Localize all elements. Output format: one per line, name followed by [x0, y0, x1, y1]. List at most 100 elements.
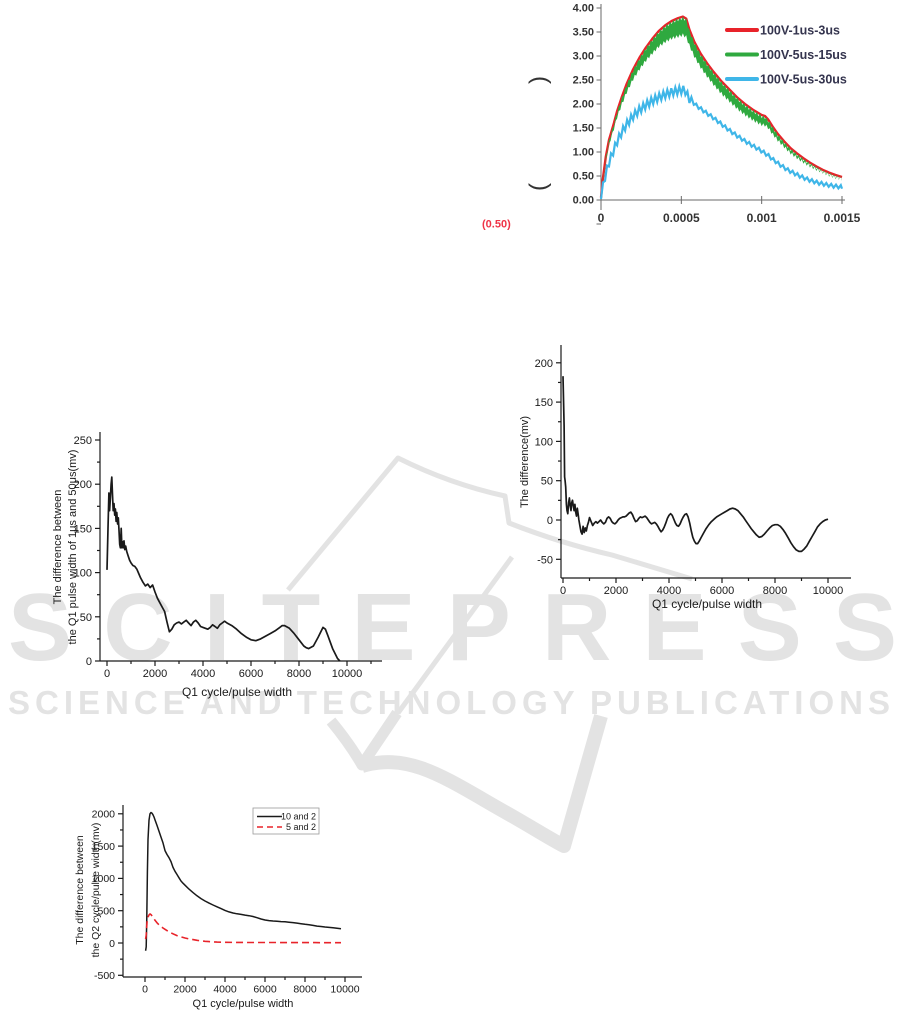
excel-y-axis-title: ) — [525, 76, 552, 84]
excel-y-tick-label: 2.00 — [573, 99, 594, 111]
watermark-letter: S — [832, 574, 897, 681]
x-tick-label: 8000 — [763, 585, 787, 597]
x-tick-label: 8000 — [287, 668, 311, 680]
chartC-svg: 0 2000 4000 6000 8000 10000 -50 0 50 100 150 200 Q1 … — [519, 345, 851, 611]
x-axis-title: Q1 cycle/pulse width — [652, 597, 762, 611]
y-tick-label: 50 — [541, 476, 553, 488]
y-tick-label: 200 — [74, 479, 92, 491]
watermark-letter: E — [351, 574, 416, 681]
watermark-word: PUBLICATIONS — [589, 684, 895, 721]
y-tick-label: 100 — [74, 568, 92, 580]
x-tick-label: 0 — [142, 984, 148, 996]
excel-voltage-pulse-chart: 4.00 3.50 3.00 2.50 2.00 1.50 1.00 0.50 0.00 (0.5… — [480, 0, 901, 235]
y-tick-label: 50 — [80, 612, 92, 624]
y-tick-label: 1500 — [92, 841, 116, 853]
x-tick-label: 6000 — [253, 984, 277, 996]
x-tick-label: 0 — [560, 585, 566, 597]
y-tick-label: 0 — [547, 515, 553, 527]
excel-y-tick-label: 0.00 — [573, 195, 594, 207]
y-tick-label: -500 — [94, 970, 115, 982]
excel-y-tick-label: 3.00 — [573, 51, 594, 63]
excel-y-axis-title: ( — [525, 183, 552, 191]
x-tick-label: 4000 — [191, 668, 215, 680]
excel-axes — [596, 4, 845, 225]
axes — [118, 805, 362, 982]
watermark-letter: R — [541, 574, 612, 681]
excel-x-tick-label: 0 — [598, 211, 605, 225]
scitepress-watermark-subtitle: SCIENCE AND TECHNOLOGY PUBLICATIONS — [8, 684, 895, 722]
x-tick-label: 4000 — [213, 984, 237, 996]
y-axis-title-line: the Q1 pulse width of 1μs and 50μs(mv) — [67, 450, 79, 645]
excel-legend: 100V-1us-3us 100V-5us-15us 100V-5us-30us — [725, 24, 847, 87]
x-tick-label: 10000 — [813, 585, 844, 597]
excel-y-tick-label: 1.50 — [573, 123, 594, 135]
watermark-letter: S — [8, 574, 73, 681]
logo-diagonal-line — [395, 555, 515, 715]
watermark-letter: P — [446, 574, 511, 681]
excel-y-tick-label: 3.50 — [573, 27, 594, 39]
y-tick-label: 250 — [74, 435, 92, 447]
series-difference — [106, 476, 341, 662]
series-100V-1us-3us — [599, 15, 843, 198]
y-tick-label: 200 — [535, 358, 553, 370]
x-axis-title: Q1 cycle/pulse width — [182, 685, 292, 699]
watermark-letter: C — [103, 574, 173, 681]
x-tick-label: 2000 — [143, 668, 167, 680]
logo-mountain-line — [286, 455, 693, 592]
y-axis-title-line: the Q2 cycle/pulse width(mv) — [90, 823, 102, 958]
excel-x-tick-label: 0.0005 — [663, 211, 700, 225]
q1-difference-chart: 0 2000 4000 6000 8000 10000 -50 0 50 100 150 200 Q1 … — [500, 330, 890, 630]
x-tick-label: 4000 — [657, 585, 681, 597]
y-tick-label: 2000 — [92, 809, 116, 821]
watermark-letter: S — [737, 574, 802, 681]
x-tick-label: 6000 — [239, 668, 263, 680]
x-tick-label: 6000 — [710, 585, 734, 597]
series-5-and-2 — [144, 913, 341, 944]
legend-label: 100V-1us-3us — [760, 24, 840, 38]
x-tick-label: 0 — [104, 668, 110, 680]
legend-label: 100V-5us-15us — [760, 48, 847, 62]
y-tick-label: 0 — [86, 656, 92, 668]
x-tick-label: 8000 — [293, 984, 317, 996]
excel-y-tick-label: (0.50) — [482, 219, 511, 231]
excel-x-tick-label: 0.0015 — [824, 211, 861, 225]
watermark-word: AND — [200, 684, 287, 721]
y-axis-title-line: The difference between — [52, 490, 64, 605]
chartD-svg: 0 2000 4000 6000 8000 10000 -500 0 500 1000 1500 20… — [74, 805, 362, 1010]
legend-label: 5 and 2 — [286, 822, 316, 832]
chartB-svg: 0 2000 4000 6000 8000 10000 0 50 100 150 200 250 Q1 … — [52, 432, 382, 699]
excel-chart-svg: 4.00 3.50 3.00 2.50 2.00 1.50 1.00 0.50 0.00 (0.5… — [482, 3, 861, 231]
watermark-letter: E — [642, 574, 707, 681]
series-difference — [562, 376, 829, 553]
q2-difference-chart: 0 2000 4000 6000 8000 10000 -500 0 500 1000 1500 20… — [40, 780, 400, 1011]
legend-box: 10 and 25 and 2 — [252, 807, 320, 835]
y-tick-label: 150 — [535, 397, 553, 409]
y-axis-title-line: The difference(mv) — [519, 416, 531, 508]
x-tick-label: 2000 — [604, 585, 628, 597]
series-10-and-2 — [144, 811, 342, 951]
watermark-letter: T — [261, 574, 321, 681]
legend-label: 100V-5us-30us — [760, 73, 847, 87]
y-tick-label: 1000 — [92, 873, 116, 885]
x-tick-label: 10000 — [330, 984, 359, 996]
y-tick-label: 150 — [74, 523, 92, 535]
series-100V-5us-15us — [601, 16, 842, 201]
watermark-word: TECHNOLOGY — [296, 684, 580, 721]
y-axis-title-line: The difference between — [74, 835, 86, 945]
series-100V-5us-30us — [599, 82, 844, 200]
x-tick-label: 2000 — [173, 984, 197, 996]
x-axis-title: Q1 cycle/pulse width — [193, 998, 294, 1010]
logo-swoosh-stroke — [360, 714, 608, 853]
excel-x-tick-label: 0.001 — [747, 211, 777, 225]
legend-label: 10 and 2 — [281, 812, 316, 822]
watermark-word: SCIENCE — [8, 684, 190, 721]
x-tick-label: 10000 — [332, 668, 363, 680]
y-tick-label: 500 — [97, 905, 115, 917]
y-tick-label: 0 — [109, 938, 115, 950]
excel-y-tick-label: 4.00 — [573, 3, 594, 15]
y-tick-label: -50 — [537, 554, 553, 566]
q1-difference-1us-50us-chart: 0 2000 4000 6000 8000 10000 0 50 100 150 200 250 Q1 … — [30, 425, 400, 715]
